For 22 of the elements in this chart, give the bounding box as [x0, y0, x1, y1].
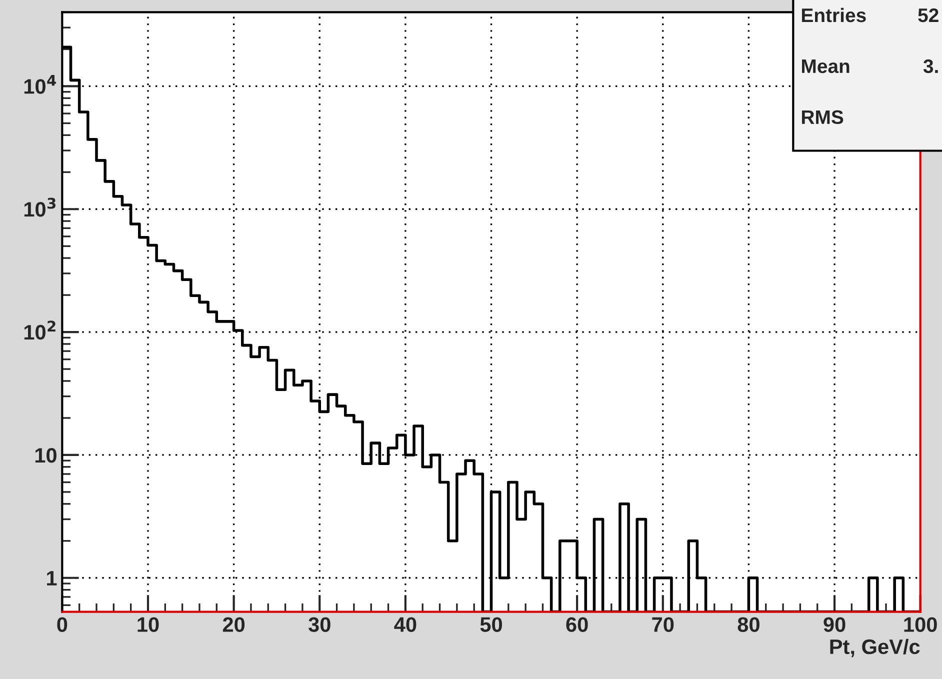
x-tick-label: 20 [222, 617, 245, 632]
annotation: Entries [802, 8, 866, 22]
y-tick-label: 10 [35, 448, 56, 463]
x-tick-label: 70 [652, 617, 674, 632]
x-tick-label: 100 [904, 617, 937, 632]
x-tick-label: 50 [480, 617, 502, 632]
x-tick-label: 80 [738, 617, 760, 632]
annotation: RMS [802, 110, 844, 124]
x-tick-label: 0 [57, 617, 68, 632]
y-tick-label: 10$^{4}$ [24, 75, 56, 94]
x-tick-label: 10 [138, 617, 159, 632]
annotation: 52 [918, 8, 938, 22]
y-tick-label: 10$^{3}$ [24, 198, 56, 217]
text: 3. [923, 59, 938, 74]
x-axis-title: Pt, GeV/c [830, 638, 920, 658]
y-tick-label: 10$^{2}$ [24, 320, 56, 340]
x-tick-label: 40 [394, 617, 416, 632]
x-tick-label: 90 [824, 617, 846, 632]
x-tick-label: 30 [308, 617, 330, 632]
y-tick-label: 1 [47, 571, 57, 586]
annotation: Mean [802, 60, 850, 74]
x-tick-label: 60 [566, 617, 588, 632]
